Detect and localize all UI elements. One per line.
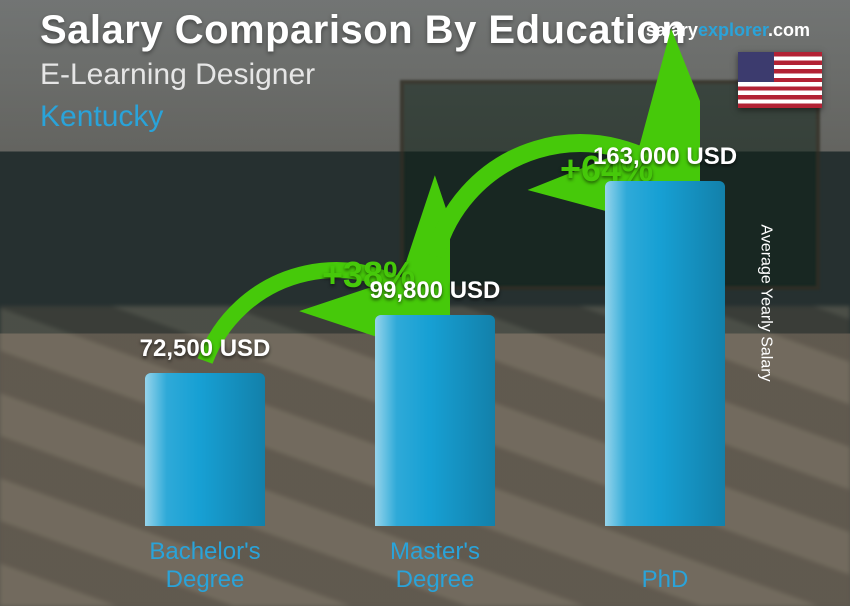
us-flag-icon bbox=[738, 52, 822, 108]
infographic-stage: Salary Comparison By Education E-Learnin… bbox=[0, 0, 850, 606]
bar-value-0: 72,500 USD bbox=[105, 335, 305, 363]
bar-value-1: 99,800 USD bbox=[335, 277, 535, 305]
bar-category-0: Bachelor'sDegree bbox=[105, 538, 305, 594]
salary-bar-chart: +38% +64% 72,500 USDBachelor'sDegree99,8… bbox=[90, 126, 770, 526]
brand-post: .com bbox=[768, 20, 810, 40]
bar-0 bbox=[145, 373, 265, 526]
bar-2 bbox=[605, 181, 725, 526]
bar-value-2: 163,000 USD bbox=[565, 143, 765, 171]
job-title: E-Learning Designer bbox=[40, 58, 315, 92]
bar-1 bbox=[375, 315, 495, 526]
brand-pre: salary bbox=[646, 20, 698, 40]
bar-category-1: Master'sDegree bbox=[335, 538, 535, 594]
brand-logo: salaryexplorer.com bbox=[646, 20, 810, 41]
brand-mid: explorer bbox=[698, 20, 768, 40]
page-title: Salary Comparison By Education bbox=[40, 8, 686, 53]
bar-category-2: PhD bbox=[565, 566, 765, 594]
